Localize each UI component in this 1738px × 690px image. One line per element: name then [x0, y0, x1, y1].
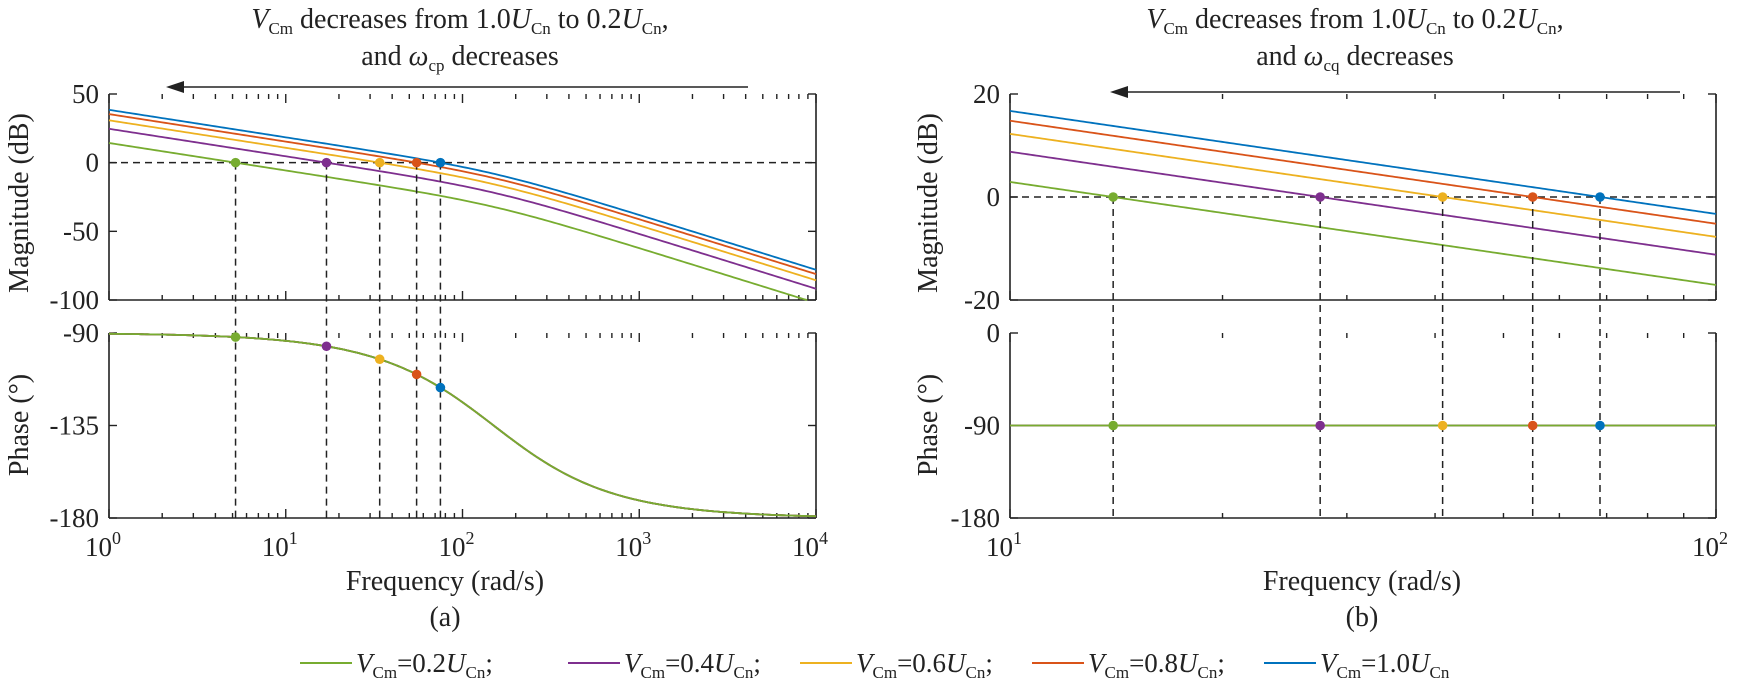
crossover-marker-mag-1.0 — [435, 157, 446, 168]
magnitude-line-0.6 — [108, 119, 817, 282]
phase-yticks-a: -90 -135 -180 — [50, 318, 816, 533]
crossover-markers-a — [230, 157, 446, 393]
ytick-label: 0 — [987, 318, 1001, 348]
phase-ylabel-b: Phase (°) — [913, 374, 944, 476]
crossover-marker-mag-0.2 — [1108, 192, 1118, 202]
crossover-marker-phase-1.0 — [435, 382, 446, 393]
legend-item-1.0: VCm=1.0UCn — [1264, 648, 1450, 682]
magnitude-ylabel-a: Magnitude (dB) — [4, 113, 35, 293]
phase-axes-a — [108, 333, 817, 519]
phase-xticks-b — [1009, 333, 1717, 518]
magnitude-line-1.0 — [108, 108, 817, 271]
crossover-marker-phase-0.6 — [1437, 420, 1448, 431]
magnitude-xticks-a — [108, 94, 817, 300]
annotation-b-line2: and ωcq decreases — [1256, 41, 1454, 75]
caption-a: (a) — [429, 602, 460, 633]
crossover-marker-phase-0.2 — [1108, 420, 1118, 431]
panel-a: VCm decreases from 1.0UCn to 0.2UCn, and… — [4, 4, 828, 633]
xtick-label: 101 — [986, 528, 1022, 562]
crossover-marker-mag-0.6 — [374, 157, 385, 168]
magnitude-line-0.8 — [108, 113, 817, 275]
phase-xticks-a — [108, 333, 817, 518]
magnitude-xticks-b — [1009, 94, 1717, 300]
ytick-label: 0 — [987, 182, 1001, 212]
ytick-label: -50 — [63, 216, 99, 246]
magnitude-line-0.8 — [1009, 119, 1717, 225]
phase-curves-a — [108, 332, 817, 518]
xtick-label: 102 — [439, 528, 475, 562]
magnitude-line-0.4 — [108, 127, 817, 290]
legend-label-0.2: VCm=0.2UCn; — [356, 648, 493, 682]
x-tick-labels-b: 101 102 — [986, 528, 1728, 562]
legend: VCm=0.2UCn; VCm=0.4UCn; VCm=0.6UCn; VCm=0.8… — [300, 648, 1450, 682]
phase-ylabel-a: Phase (°) — [4, 374, 35, 476]
ytick-label: -100 — [50, 285, 100, 315]
phase-yticks-b: 0 -90 -180 — [951, 318, 1716, 533]
phase-line-0.6 — [108, 332, 817, 518]
magnitude-line-0.6 — [1009, 132, 1717, 238]
legend-label-0.4: VCm=0.4UCn; — [624, 648, 761, 682]
crossover-marker-mag-0.6 — [1437, 192, 1448, 202]
annotation-b-line1: VCm decreases from 1.0UCn to 0.2UCn, — [1146, 4, 1563, 38]
legend-item-0.4: VCm=0.4UCn; — [568, 648, 761, 682]
legend-item-0.6: VCm=0.6UCn; — [800, 648, 993, 682]
crossover-marker-mag-1.0 — [1595, 192, 1605, 202]
ytick-label: -90 — [964, 411, 1000, 441]
ytick-label: -180 — [50, 503, 100, 533]
legend-item-0.2: VCm=0.2UCn; — [300, 648, 493, 682]
magnitude-yticks-a: 50 0 -50 -100 — [50, 79, 816, 315]
crossover-markers-b — [1108, 192, 1605, 431]
annotation-arrow-b — [1110, 86, 1680, 98]
annotation-arrow-a — [166, 81, 748, 93]
phase-line-1.0 — [108, 332, 817, 518]
legend-item-0.8: VCm=0.8UCn; — [1032, 648, 1225, 682]
crossover-marker-phase-0.6 — [374, 354, 385, 365]
ytick-label: 50 — [72, 79, 99, 109]
xtick-label: 104 — [792, 528, 828, 562]
magnitude-line-0.2 — [108, 142, 808, 301]
crossover-marker-phase-0.8 — [411, 369, 422, 380]
xtick-label: 103 — [615, 528, 651, 562]
crossover-marker-mag-0.2 — [230, 157, 241, 168]
crossover-marker-phase-0.8 — [1527, 420, 1538, 431]
crossover-marker-phase-1.0 — [1595, 420, 1605, 431]
legend-label-0.8: VCm=0.8UCn; — [1088, 648, 1225, 682]
legend-label-0.6: VCm=0.6UCn; — [856, 648, 993, 682]
magnitude-line-0.4 — [1009, 150, 1717, 256]
caption-b: (b) — [1346, 602, 1379, 633]
annotation-a-line2: and ωcp decreases — [361, 41, 559, 75]
crossover-marker-phase-0.4 — [321, 341, 332, 352]
crossover-marker-mag-0.8 — [411, 157, 422, 168]
phase-line-0.8 — [108, 332, 817, 518]
ytick-label: -20 — [964, 285, 1000, 315]
crossover-marker-phase-0.2 — [230, 332, 241, 342]
xtick-label: 100 — [85, 528, 121, 562]
phase-line-0.4 — [108, 332, 817, 518]
x-tick-labels-a: 100 101 102 103 104 — [85, 528, 828, 562]
annotation-a-line1: VCm decreases from 1.0UCn to 0.2UCn, — [251, 4, 668, 38]
xtick-label: 102 — [1692, 528, 1728, 562]
crossover-droplines-b — [1112, 197, 1601, 518]
magnitude-line-0.2 — [1009, 181, 1717, 286]
ytick-label: 20 — [973, 79, 1000, 109]
magnitude-ylabel-b: Magnitude (dB) — [913, 113, 944, 293]
legend-label-1.0: VCm=1.0UCn — [1320, 648, 1450, 682]
crossover-marker-mag-0.4 — [321, 157, 332, 168]
phase-line-0.2 — [108, 332, 817, 518]
crossover-marker-phase-0.4 — [1315, 420, 1325, 431]
crossover-droplines-a — [234, 162, 442, 518]
panel-b: VCm decreases from 1.0UCn to 0.2UCn, and… — [913, 4, 1728, 633]
xtick-label: 101 — [262, 528, 298, 562]
x-axis-label-a: Frequency (rad/s) — [346, 566, 544, 597]
crossover-marker-mag-0.4 — [1315, 192, 1325, 202]
ytick-label: -90 — [63, 318, 99, 348]
magnitude-curves-a — [108, 108, 817, 301]
ytick-label: -135 — [50, 411, 100, 441]
ytick-label: 0 — [86, 148, 100, 178]
x-axis-label-b: Frequency (rad/s) — [1263, 566, 1461, 597]
magnitude-yticks-b: 20 0 -20 — [964, 79, 1716, 315]
crossover-marker-mag-0.8 — [1527, 192, 1538, 202]
ytick-label: -180 — [951, 503, 1001, 533]
